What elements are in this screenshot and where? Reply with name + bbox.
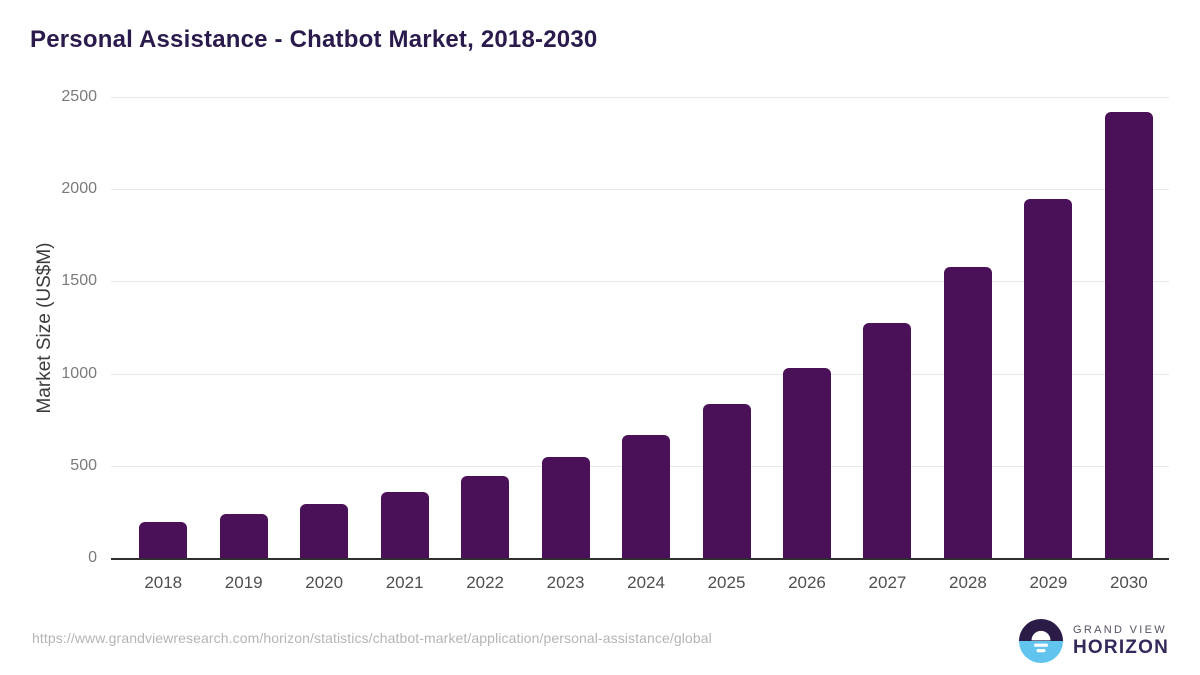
x-tick-label-2029: 2029	[1029, 573, 1068, 592]
x-axis-labels: 2018 2019 2020 2021 2022 2023 2024 2025 2026 2027…	[111, 572, 1169, 594]
y-tick-label-2500: 2500	[61, 88, 97, 105]
bar-band-2028	[928, 97, 1008, 558]
x-tick-label-2028: 2028	[949, 573, 987, 592]
bar-band-2018	[123, 97, 203, 558]
bar-band-2020	[284, 97, 364, 558]
y-tick-label-1000: 1000	[61, 364, 97, 382]
gridline-1000	[111, 373, 1169, 375]
bar-band-2021	[364, 97, 444, 558]
x-tick-label-2027: 2027	[868, 573, 907, 592]
bar-band-2022	[445, 97, 525, 558]
x-tick-label-2021: 2021	[385, 573, 424, 592]
bar-band-2027	[847, 97, 927, 558]
gridline-1500	[111, 281, 1169, 283]
x-tick-label-2030: 2030	[1109, 573, 1148, 592]
gridline-2000	[111, 189, 1169, 191]
bar-2027	[863, 323, 912, 558]
brand-logo-icon	[1019, 619, 1063, 663]
x-tick-label-2020: 2020	[305, 573, 344, 592]
bar-2018	[139, 521, 188, 558]
x-tick-label-2025: 2025	[707, 573, 746, 592]
bar-2020	[300, 503, 349, 558]
bar-band-2030	[1089, 97, 1169, 558]
x-tick-label-2018: 2018	[144, 573, 183, 592]
y-axis-title: Market Size (US$M)	[34, 242, 55, 414]
y-tick-label-2000: 2000	[61, 180, 97, 198]
bar-2023	[541, 456, 590, 558]
y-tick-label-0: 0	[88, 549, 97, 566]
x-tick-label-2024: 2024	[627, 573, 665, 592]
brand-name-bottom: HORIZON	[1073, 637, 1170, 658]
bar-band-2024	[606, 97, 686, 558]
bar-band-2019	[203, 97, 283, 558]
x-tick-label-2023: 2023	[546, 573, 585, 592]
sunrise-dome	[1031, 630, 1051, 641]
x-tick-label-2026: 2026	[788, 573, 826, 592]
bar-2028	[943, 267, 992, 558]
source-url: https://www.grandviewresearch.com/horizo…	[32, 630, 712, 646]
bar-2021	[380, 491, 429, 558]
bar-2024	[622, 434, 671, 558]
bar-band-2029	[1008, 97, 1088, 558]
chart-title: Personal Assistance - Chatbot Market, 20…	[30, 26, 598, 53]
x-tick-label-2022: 2022	[466, 573, 505, 592]
bar-band-2026	[767, 97, 847, 558]
y-tick-label-1500: 1500	[61, 272, 97, 290]
gridline-2500	[111, 97, 1169, 98]
bar-2026	[782, 368, 831, 558]
brand-name-top: GRAND VIEW	[1073, 624, 1167, 636]
x-tick-label-2019: 2019	[224, 573, 263, 592]
bar-2030	[1104, 111, 1153, 558]
bars-row	[111, 97, 1169, 558]
bar-band-2023	[525, 97, 605, 558]
bar-2022	[461, 475, 510, 558]
bar-2025	[702, 403, 751, 558]
y-tick-label-500: 500	[70, 456, 97, 474]
bar-2029	[1024, 198, 1073, 558]
bar-band-2025	[686, 97, 766, 558]
plot-area: 0 500 1000 1500 2000 2500	[61, 89, 1169, 566]
brand-wordmark: GRAND VIEW HORIZON	[1073, 624, 1169, 658]
bar-2019	[219, 513, 268, 558]
brand-logo: GRAND VIEW HORIZON	[1019, 619, 1169, 663]
